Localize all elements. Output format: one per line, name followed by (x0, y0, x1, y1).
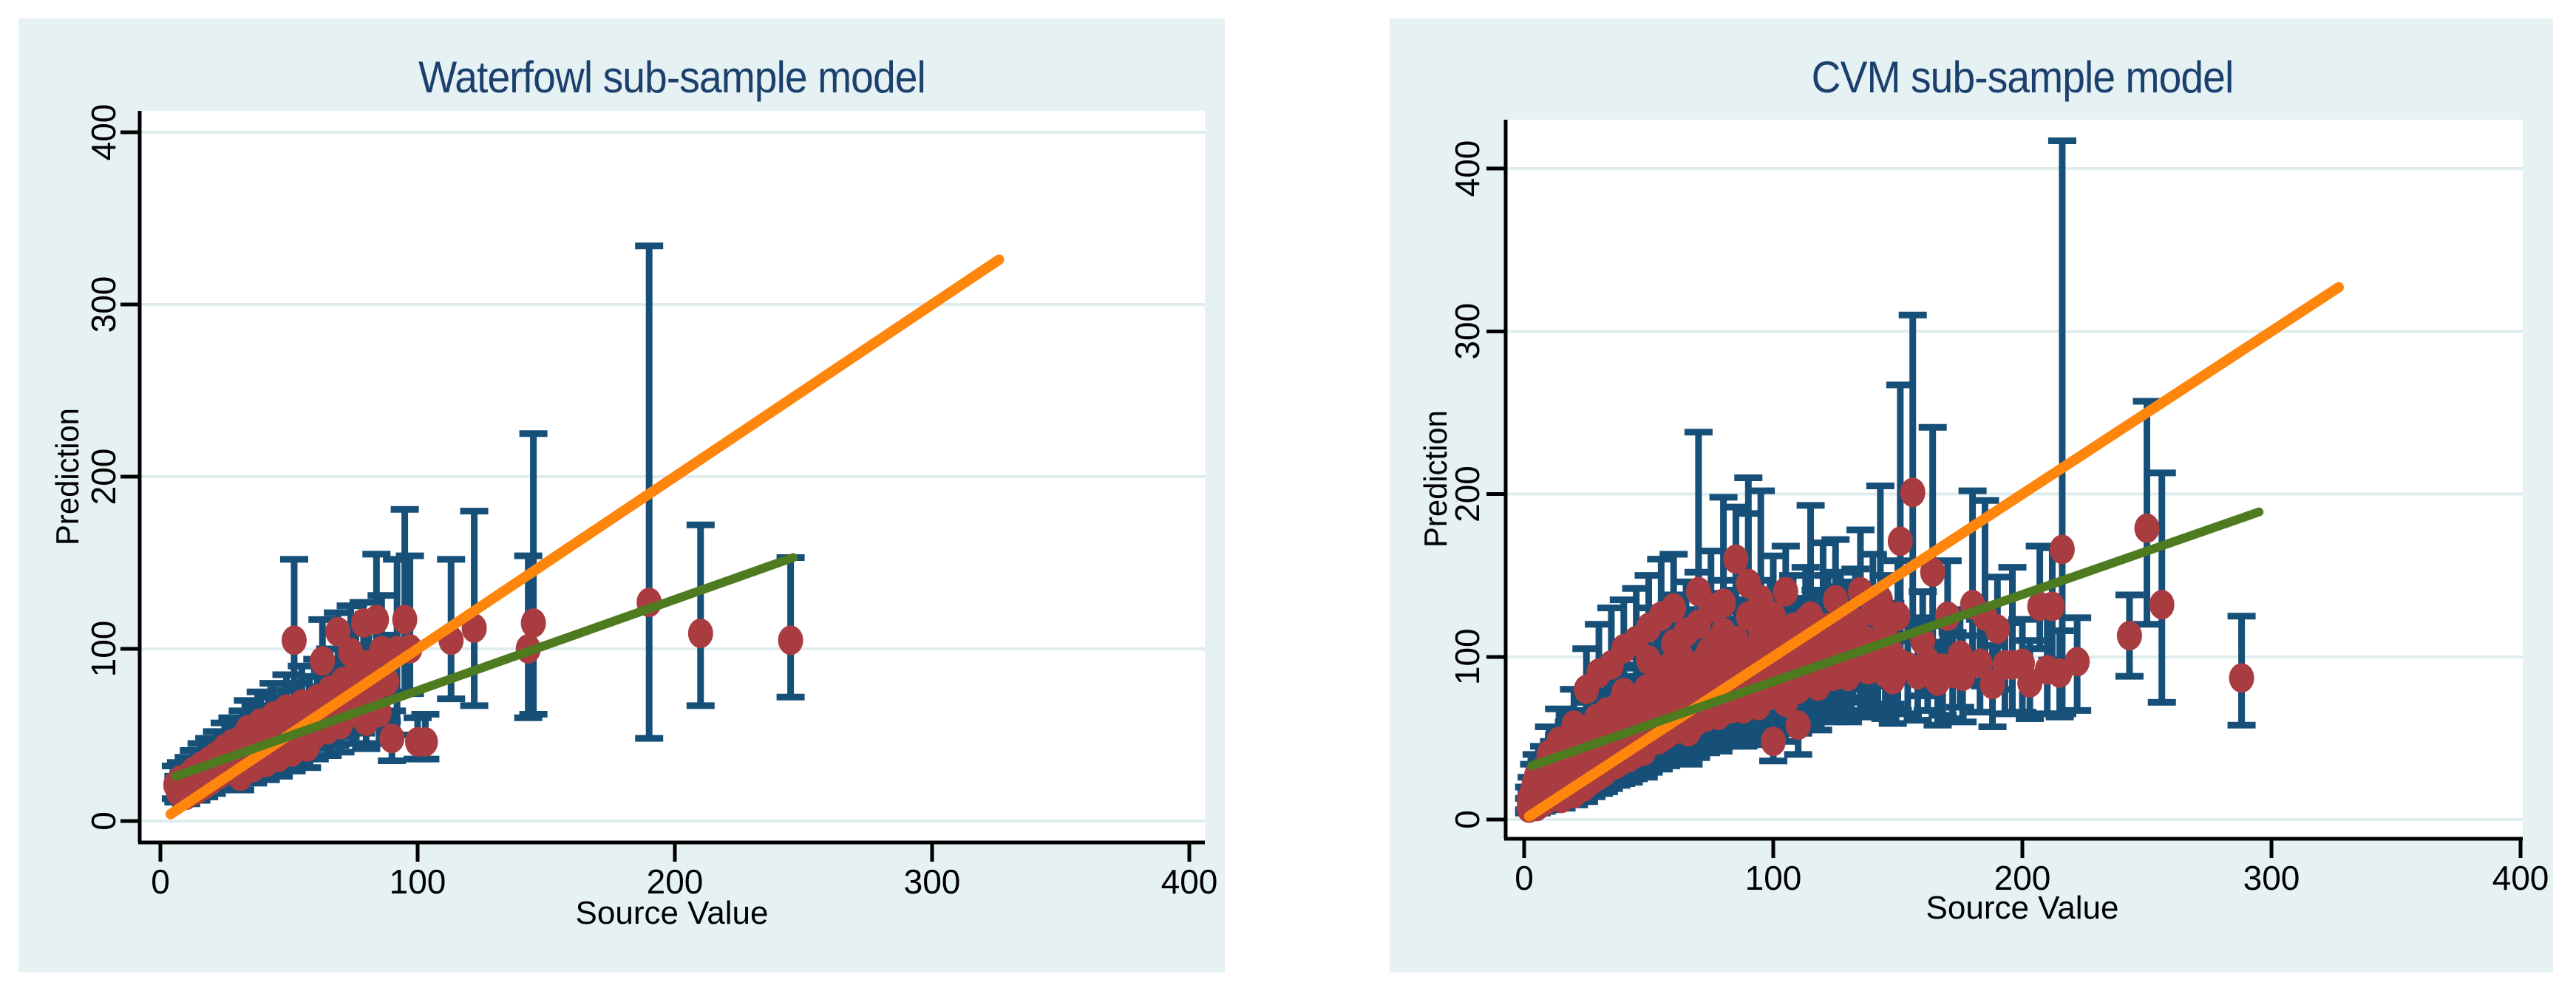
x-tick-label: 400 (2492, 859, 2549, 897)
y-tick-label: 300 (1448, 303, 1486, 360)
data-point (2229, 663, 2254, 693)
y-axis-title-waterfowl: Prediction (50, 408, 86, 545)
data-point (1761, 726, 1786, 757)
y-tick-label: 300 (84, 276, 123, 333)
y-tick-label: 400 (1448, 140, 1486, 197)
x-tick-label: 300 (2243, 859, 2300, 897)
data-point (1920, 557, 1945, 588)
y-tick-label: 0 (1448, 810, 1486, 829)
data-point (1661, 593, 1687, 623)
data-point (2049, 534, 2075, 565)
data-point (520, 608, 546, 638)
x-tick-label: 200 (647, 862, 704, 901)
identity-line (1523, 282, 2344, 822)
data-point (392, 605, 418, 635)
data-point (1985, 614, 2011, 644)
data-point (310, 646, 336, 676)
data-point (1885, 601, 1911, 631)
chart-title-waterfowl: Waterfowl sub-sample model (418, 52, 926, 102)
data-point (2149, 590, 2175, 620)
data-point (2116, 621, 2142, 651)
data-point (325, 616, 351, 647)
y-tick-label: 100 (84, 621, 123, 678)
data-point (778, 625, 803, 655)
y-axis-title-cvm: Prediction (1418, 410, 1454, 548)
fit-line (1527, 507, 2264, 771)
data-point (2039, 591, 2065, 621)
y-tick-label: 200 (84, 449, 123, 505)
data-point (379, 723, 405, 754)
x-tick-label: 300 (904, 862, 961, 901)
y-tick-label: 0 (84, 811, 123, 831)
data-point (1887, 526, 1913, 556)
x-axis-title-cvm: Source Value (1926, 890, 2119, 926)
data-point (364, 605, 390, 635)
x-tick-label: 400 (1161, 862, 1218, 901)
data-point (1900, 477, 1926, 508)
data-point (1710, 588, 1736, 619)
y-tick-label: 400 (84, 104, 123, 161)
data-point (2134, 513, 2160, 543)
data-point (1785, 710, 1811, 740)
identity-line (165, 254, 1005, 820)
data-point (1723, 544, 1749, 574)
y-tick-label: 200 (1448, 466, 1486, 522)
data-point (281, 625, 307, 655)
data-point (2064, 647, 2090, 677)
x-tick-label: 0 (151, 862, 170, 901)
x-axis-title-waterfowl: Source Value (575, 895, 769, 931)
x-tick-label: 100 (390, 862, 446, 901)
x-tick-label: 100 (1745, 859, 1802, 897)
x-tick-label: 0 (1515, 859, 1534, 897)
fit-line (171, 553, 798, 781)
data-point (1773, 576, 1798, 607)
chart-title-cvm: CVM sub-sample model (1811, 52, 2235, 102)
data-point (1967, 648, 1993, 678)
data-point (687, 619, 713, 649)
y-tick-label: 100 (1448, 628, 1486, 685)
x-tick-label: 200 (1994, 859, 2051, 897)
data-point (412, 726, 438, 757)
